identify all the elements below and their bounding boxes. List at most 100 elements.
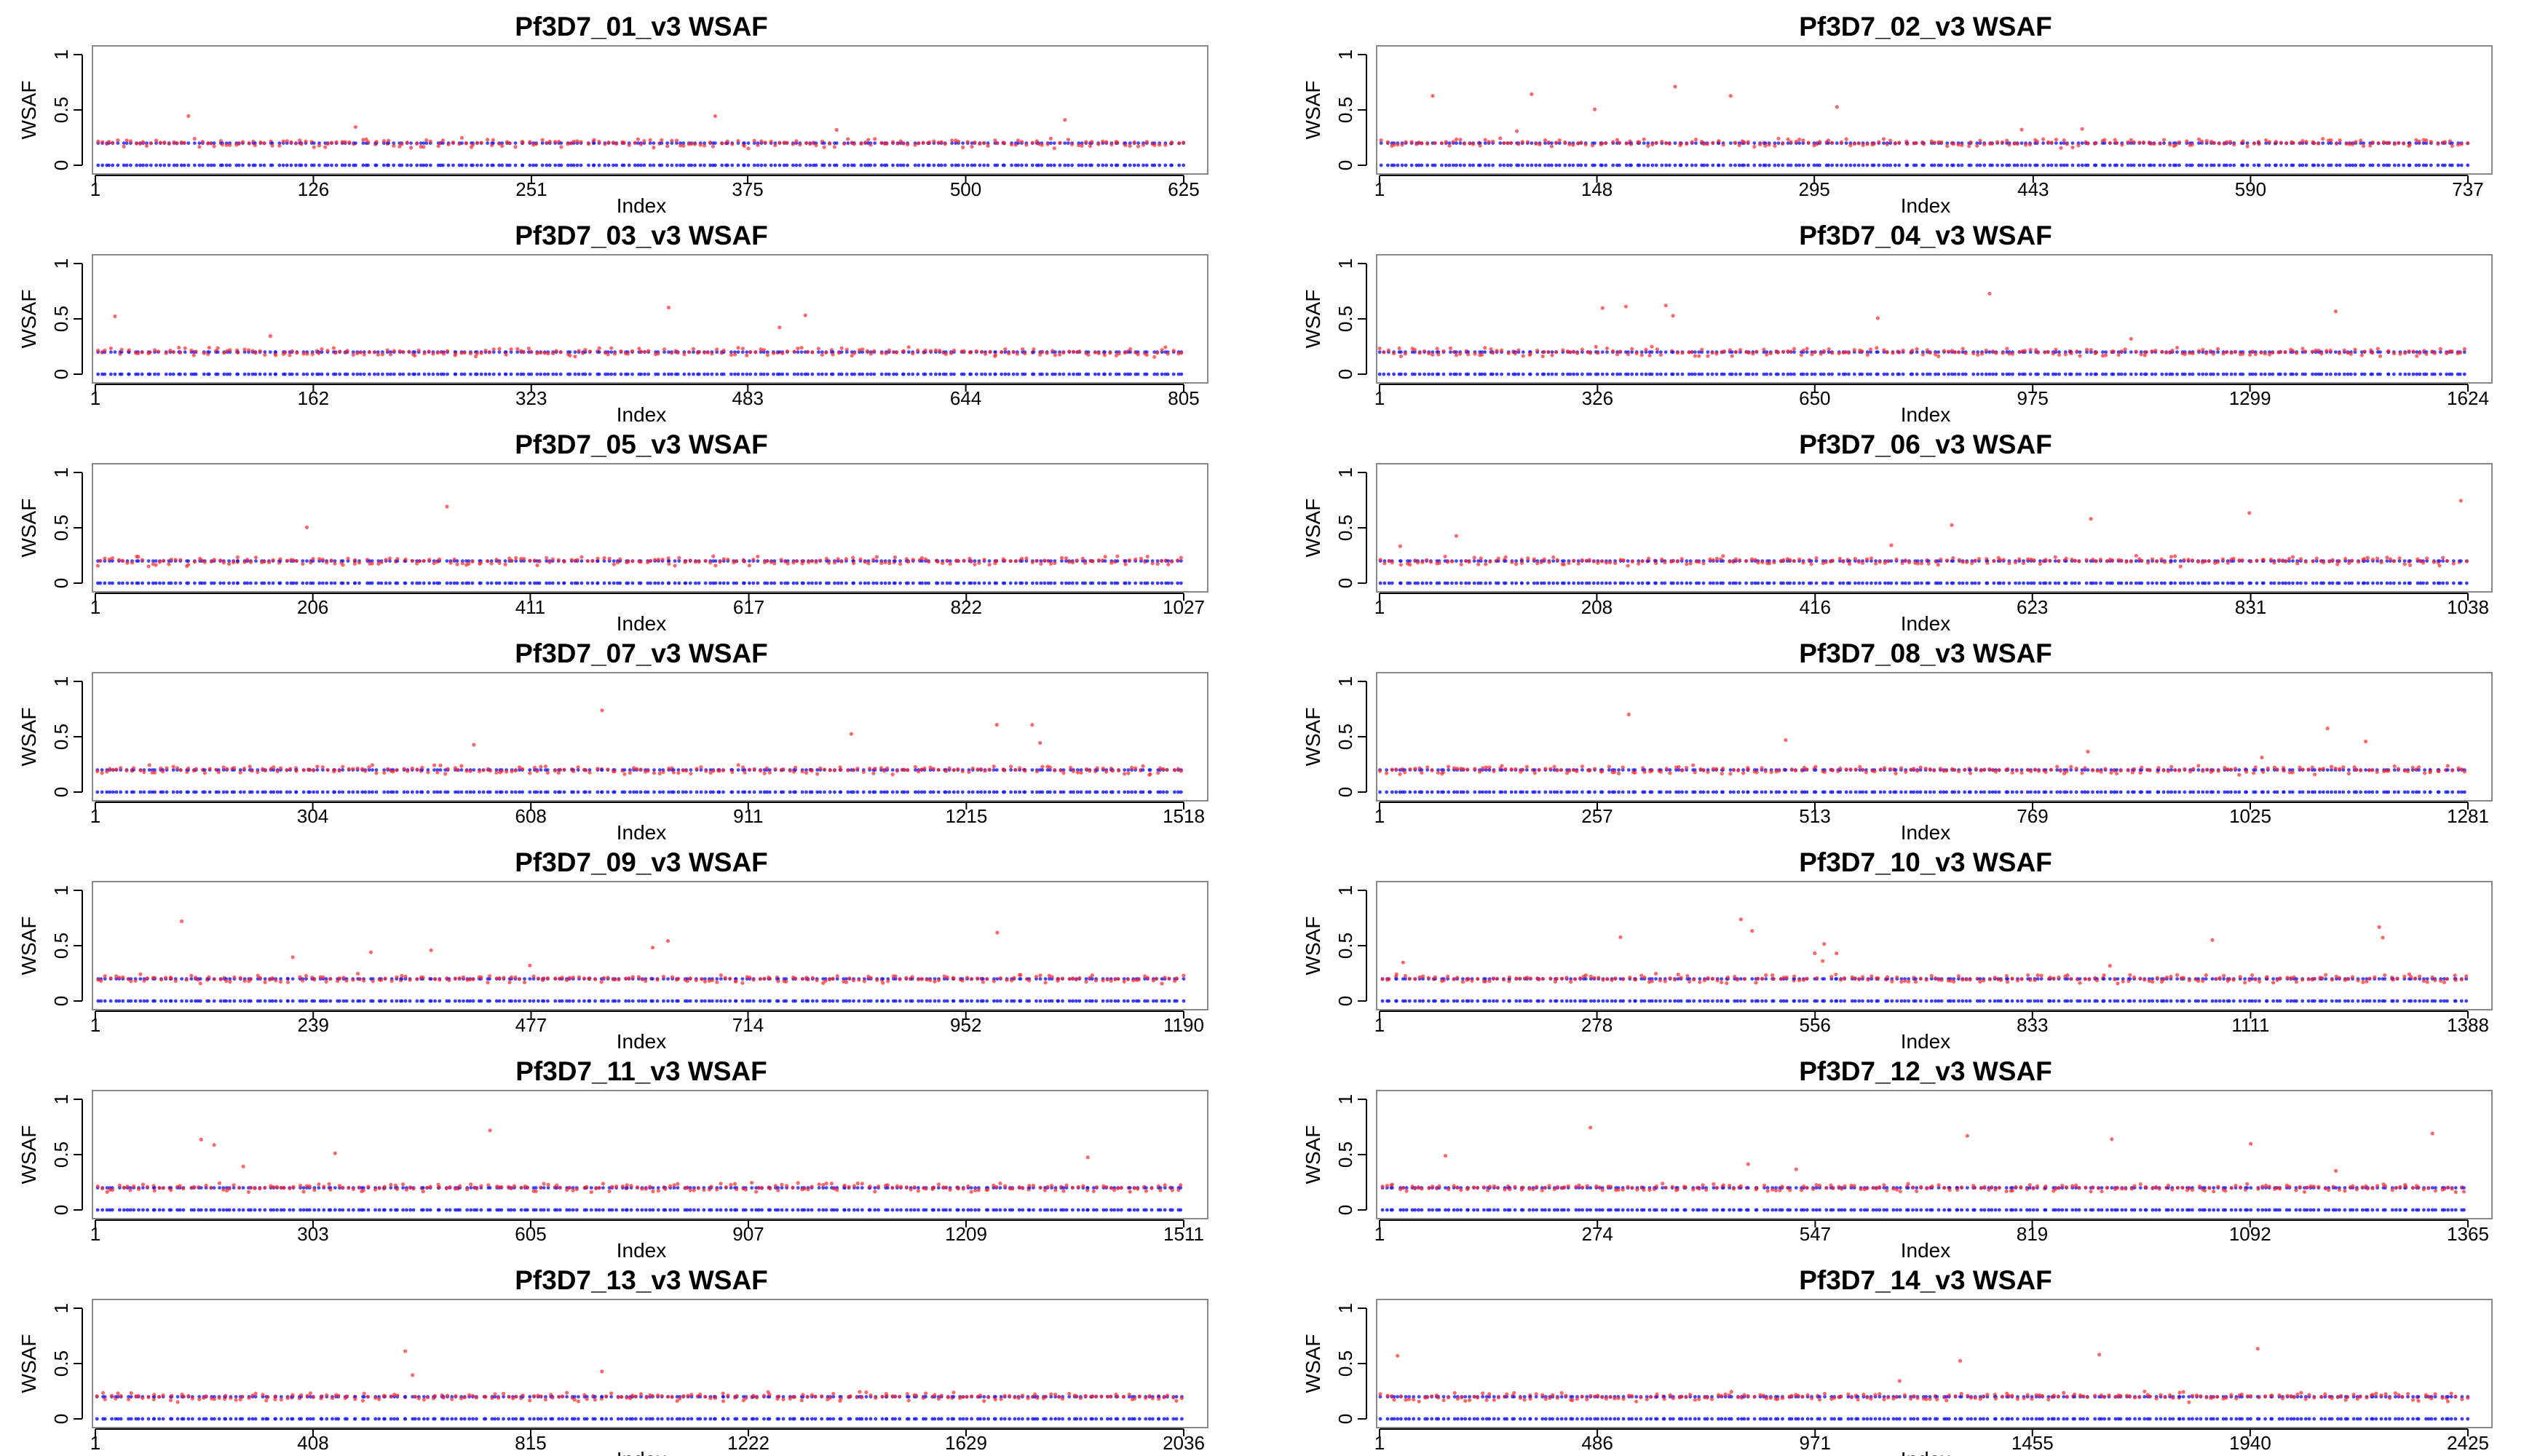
point-observed — [2182, 558, 2186, 562]
point-observed — [1179, 555, 1183, 560]
point-expected-high — [756, 559, 760, 563]
point-expected-low — [2271, 372, 2275, 376]
point-expected-low — [794, 163, 799, 167]
point-expected-low — [974, 372, 978, 376]
point-observed — [761, 348, 766, 352]
point-observed — [427, 349, 431, 354]
x-tick-label: 623 — [2017, 596, 2048, 618]
point-expected-low — [689, 163, 694, 167]
point-expected-low — [2300, 372, 2305, 376]
point-expected-low — [1894, 581, 1899, 585]
point-expected-low — [1945, 163, 1950, 167]
point-expected-high — [1123, 559, 1128, 563]
point-expected-low — [2186, 581, 2191, 585]
point-observed — [2224, 140, 2229, 144]
point-expected-low — [1447, 163, 1452, 167]
point-observed — [1016, 138, 1021, 143]
point-expected-high — [1454, 350, 1458, 354]
point-expected-high — [1721, 559, 1725, 563]
point-expected-low — [1835, 163, 1839, 167]
point-observed — [1039, 561, 1043, 566]
point-expected-low — [368, 372, 371, 376]
point-observed — [1042, 558, 1047, 563]
point-observed — [1650, 344, 1654, 349]
point-observed — [2035, 350, 2041, 355]
point-expected-low — [654, 372, 658, 376]
point-expected-low — [743, 581, 746, 585]
point-expected-low — [982, 581, 986, 585]
point-expected-low — [2311, 372, 2314, 376]
point-observed — [1900, 561, 1904, 566]
point-expected-low — [2012, 163, 2017, 167]
point-observed — [928, 349, 933, 353]
point-observed — [1580, 558, 1584, 562]
point-expected-high — [860, 350, 865, 354]
point-observed — [2343, 556, 2348, 561]
point-expected-low — [713, 581, 718, 585]
point-expected-low — [1690, 163, 1694, 167]
point-observed — [1508, 141, 1514, 146]
point-observed — [1030, 560, 1034, 564]
point-expected-high — [154, 559, 158, 563]
point-observed — [553, 140, 558, 144]
point-expected-high — [2359, 350, 2364, 354]
point-expected-low — [264, 790, 267, 794]
point-observed — [1634, 351, 1639, 355]
point-observed — [545, 141, 549, 145]
point-expected-high — [2053, 559, 2057, 563]
point-observed — [2063, 352, 2068, 357]
point-observed — [355, 352, 360, 356]
point-observed — [1136, 352, 1140, 357]
point-observed — [2350, 558, 2354, 563]
point-expected-low — [221, 581, 226, 585]
point-expected-low — [1067, 581, 1072, 585]
point-expected-low — [1801, 581, 1805, 585]
point-observed — [1629, 142, 1634, 146]
point-expected-low — [1893, 163, 1897, 167]
point-expected-low — [556, 581, 561, 585]
point-expected-high — [320, 350, 324, 354]
point-observed — [445, 505, 449, 509]
point-expected-low — [630, 372, 634, 376]
point-expected-low — [1011, 372, 1016, 376]
point-expected-low — [1965, 581, 1969, 585]
point-expected-low — [1883, 581, 1887, 585]
point-expected-low — [1830, 581, 1835, 585]
point-observed — [158, 141, 163, 145]
point-observed — [136, 555, 141, 559]
point-observed — [2294, 351, 2299, 355]
panel-title: Pf3D7_02_v3 WSAF — [1799, 12, 2052, 41]
point-expected-low — [1580, 581, 1584, 585]
point-observed — [1550, 353, 1554, 357]
y-tick-label: 0 — [1334, 160, 1356, 170]
point-expected-low — [1155, 372, 1160, 376]
point-expected-high — [1449, 350, 1452, 354]
point-observed — [1624, 141, 1629, 146]
point-expected-high — [540, 141, 545, 146]
point-observed — [141, 140, 146, 144]
y-tick-label: 1 — [1334, 467, 1356, 478]
point-expected-low — [2126, 163, 2130, 167]
point-expected-low — [2137, 163, 2142, 167]
point-expected-low — [1885, 163, 1889, 167]
point-observed — [2368, 143, 2373, 148]
point-observed — [697, 560, 701, 564]
point-observed — [2185, 139, 2189, 143]
point-expected-low — [1160, 581, 1164, 585]
point-expected-low — [892, 372, 896, 376]
point-observed — [1805, 347, 1809, 351]
point-expected-low — [145, 163, 149, 167]
point-observed — [194, 767, 198, 771]
point-observed — [250, 349, 255, 353]
point-observed — [1765, 352, 1769, 357]
point-observed — [1458, 138, 1463, 142]
point-observed — [1435, 347, 1439, 351]
x-tick-label: 1518 — [1163, 805, 1205, 827]
point-expected-low — [1848, 581, 1851, 585]
point-expected-high — [171, 768, 175, 772]
point-expected-low — [317, 163, 321, 167]
point-observed — [385, 348, 389, 352]
point-observed — [597, 139, 601, 144]
point-observed — [441, 352, 446, 356]
point-expected-low — [2245, 163, 2250, 167]
